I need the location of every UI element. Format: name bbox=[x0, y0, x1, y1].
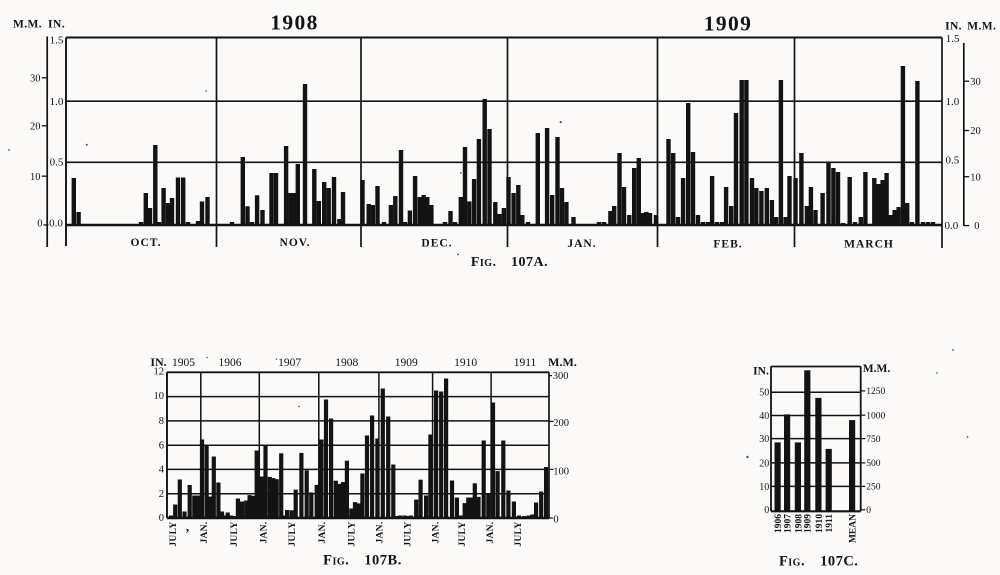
svg-text:1908: 1908 bbox=[335, 357, 358, 369]
svg-text:JAN.: JAN. bbox=[200, 522, 210, 544]
svg-text:1908: 1908 bbox=[794, 514, 804, 533]
svg-text:10: 10 bbox=[759, 482, 769, 493]
svg-text:IN.: IN. bbox=[48, 19, 65, 31]
svg-text:20: 20 bbox=[970, 126, 981, 137]
svg-text:JULY: JULY bbox=[514, 522, 524, 547]
svg-text:1908: 1908 bbox=[270, 11, 319, 35]
svg-text:JULY: JULY bbox=[288, 522, 298, 547]
svg-text:M.M.: M.M. bbox=[863, 363, 891, 375]
svg-text:IN.: IN. bbox=[150, 355, 166, 369]
svg-text:IN.: IN. bbox=[945, 21, 962, 33]
svg-text:1250: 1250 bbox=[866, 387, 885, 397]
svg-text:M.M.: M.M. bbox=[548, 355, 577, 369]
svg-text:2: 2 bbox=[159, 489, 164, 500]
svg-text:40: 40 bbox=[759, 411, 769, 422]
svg-text:M.M.: M.M. bbox=[13, 19, 42, 31]
svg-text:M.M.: M.M. bbox=[967, 21, 996, 33]
svg-text:0: 0 bbox=[159, 513, 164, 524]
svg-text:30: 30 bbox=[759, 434, 769, 445]
svg-text:1910: 1910 bbox=[454, 357, 477, 369]
svg-text:1911: 1911 bbox=[514, 357, 537, 369]
svg-text:1910: 1910 bbox=[815, 514, 825, 533]
svg-text:0.5: 0.5 bbox=[50, 157, 64, 169]
svg-text:12: 12 bbox=[154, 367, 165, 378]
svg-text:1.0: 1.0 bbox=[50, 96, 64, 108]
svg-text:1907: 1907 bbox=[278, 357, 301, 369]
svg-text:0: 0 bbox=[553, 515, 558, 526]
svg-text:,: , bbox=[186, 519, 189, 534]
svg-text:JAN.: JAN. bbox=[567, 238, 596, 250]
svg-text:0.0: 0.0 bbox=[945, 220, 959, 232]
svg-text:30: 30 bbox=[970, 77, 981, 88]
svg-text:4: 4 bbox=[159, 465, 165, 476]
svg-text:JAN.: JAN. bbox=[259, 522, 269, 544]
svg-text:30: 30 bbox=[30, 73, 41, 84]
svg-text:20: 20 bbox=[759, 458, 769, 469]
svg-text:20: 20 bbox=[30, 121, 41, 132]
svg-text:JULY: JULY bbox=[169, 522, 179, 547]
svg-text:JAN.: JAN. bbox=[375, 522, 385, 544]
svg-text:0: 0 bbox=[866, 506, 871, 516]
svg-text:MEAN: MEAN bbox=[849, 514, 859, 543]
svg-text:DEC.: DEC. bbox=[421, 238, 452, 250]
svg-text:200: 200 bbox=[553, 418, 569, 429]
svg-text:1.5: 1.5 bbox=[50, 34, 64, 46]
svg-text:NOV.: NOV. bbox=[280, 237, 311, 249]
svg-text:100: 100 bbox=[553, 466, 569, 477]
svg-text:1.5: 1.5 bbox=[946, 33, 960, 45]
svg-text:1906: 1906 bbox=[219, 357, 242, 369]
svg-text:750: 750 bbox=[866, 435, 881, 445]
svg-text:MARCH: MARCH bbox=[844, 239, 894, 251]
svg-text:1909: 1909 bbox=[804, 514, 814, 533]
svg-text:0.0: 0.0 bbox=[49, 217, 63, 229]
svg-text:10: 10 bbox=[154, 391, 165, 402]
svg-text:1905: 1905 bbox=[172, 357, 195, 369]
svg-text:0: 0 bbox=[974, 221, 979, 232]
svg-text:JAN.: JAN. bbox=[486, 522, 496, 544]
svg-text:1.0: 1.0 bbox=[946, 96, 960, 108]
svg-text:1911: 1911 bbox=[825, 514, 835, 533]
svg-text:1909: 1909 bbox=[704, 12, 753, 36]
svg-text:50: 50 bbox=[759, 388, 769, 399]
svg-text:10: 10 bbox=[970, 172, 981, 183]
svg-text:8: 8 bbox=[159, 416, 164, 427]
svg-text:JAN.: JAN. bbox=[318, 522, 328, 544]
svg-text:Fig. 107A.: Fig. 107A. bbox=[471, 255, 548, 270]
svg-text:10: 10 bbox=[30, 172, 41, 183]
svg-text:Fig. 107C.: Fig. 107C. bbox=[779, 554, 859, 570]
svg-text:300: 300 bbox=[553, 371, 569, 382]
svg-text:0.5: 0.5 bbox=[946, 155, 960, 167]
svg-text:1906: 1906 bbox=[774, 514, 784, 533]
svg-text:Fig. 107B.: Fig. 107B. bbox=[323, 553, 402, 569]
svg-text:JULY: JULY bbox=[458, 522, 468, 547]
svg-text:1909: 1909 bbox=[395, 357, 418, 369]
svg-text:JULY: JULY bbox=[403, 522, 413, 547]
svg-text:1000: 1000 bbox=[866, 412, 885, 422]
svg-text:0: 0 bbox=[764, 505, 769, 516]
svg-text:IN.: IN. bbox=[753, 366, 769, 378]
svg-text:JAN.: JAN. bbox=[431, 522, 441, 544]
svg-text:JULY: JULY bbox=[230, 522, 240, 547]
svg-text:JULY: JULY bbox=[347, 522, 357, 547]
svg-text:0: 0 bbox=[37, 218, 42, 229]
svg-text:250: 250 bbox=[866, 483, 881, 493]
svg-text:FEB.: FEB. bbox=[713, 238, 742, 250]
svg-text:6: 6 bbox=[159, 440, 164, 451]
svg-text:1907: 1907 bbox=[784, 514, 794, 533]
svg-text:500: 500 bbox=[866, 459, 881, 469]
svg-text:OCT.: OCT. bbox=[131, 237, 162, 249]
